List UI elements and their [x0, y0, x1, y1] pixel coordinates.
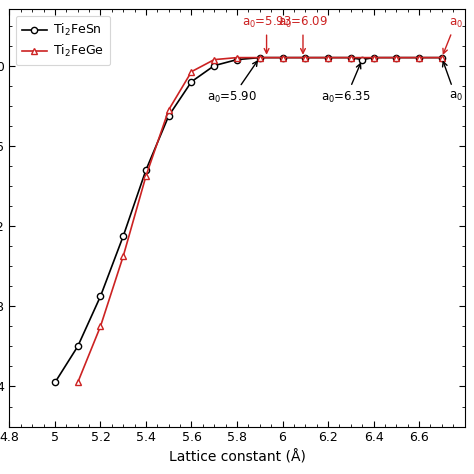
Ti$_2$FeGe [189, 69, 194, 74]
Ti$_2$FeGe [98, 323, 103, 329]
Ti$_2$FeSn [371, 55, 376, 61]
Ti$_2$FeGe [325, 55, 331, 61]
Ti$_2$FeGe [302, 55, 308, 61]
Ti$_2$FeGe [75, 380, 81, 385]
Ti$_2$FeSn [393, 55, 399, 61]
Ti$_2$FeGe [120, 253, 126, 259]
Text: a$_0$=5.90: a$_0$=5.90 [208, 61, 257, 105]
Ti$_2$FeGe [234, 55, 240, 61]
Ti$_2$FeSn [234, 57, 240, 63]
Ti$_2$FeGe [371, 55, 376, 61]
Ti$_2$FeSn [75, 344, 81, 349]
X-axis label: Lattice constant (Å): Lattice constant (Å) [169, 450, 305, 465]
Ti$_2$FeSn [348, 55, 354, 61]
Ti$_2$FeSn [189, 79, 194, 84]
Ti$_2$FeSn [302, 55, 308, 61]
Ti$_2$FeGe [416, 55, 422, 61]
Text: a$_0$=5.93: a$_0$=5.93 [242, 14, 292, 53]
Ti$_2$FeSn [280, 55, 285, 61]
Ti$_2$FeSn [325, 55, 331, 61]
Legend: Ti$_2$FeSn, Ti$_2$FeGe: Ti$_2$FeSn, Ti$_2$FeGe [16, 16, 110, 65]
Ti$_2$FeGe [166, 107, 172, 113]
Ti$_2$FeGe [143, 173, 149, 179]
Ti$_2$FeSn [98, 293, 103, 299]
Ti$_2$FeSn [211, 63, 217, 68]
Ti$_2$FeGe [257, 55, 263, 61]
Line: Ti$_2$FeSn: Ti$_2$FeSn [52, 55, 445, 386]
Ti$_2$FeSn [359, 57, 365, 63]
Ti$_2$FeSn [143, 167, 149, 173]
Ti$_2$FeGe [280, 55, 285, 61]
Text: a$_0$: a$_0$ [443, 17, 463, 54]
Ti$_2$FeSn [120, 233, 126, 239]
Ti$_2$FeSn [52, 380, 58, 385]
Ti$_2$FeSn [416, 55, 422, 61]
Ti$_2$FeSn [166, 113, 172, 118]
Line: Ti$_2$FeGe: Ti$_2$FeGe [74, 54, 445, 386]
Text: a$_0$=6.09: a$_0$=6.09 [278, 14, 328, 53]
Ti$_2$FeGe [348, 55, 354, 61]
Ti$_2$FeGe [211, 57, 217, 63]
Ti$_2$FeSn [257, 55, 263, 61]
Text: a$_0$=6.35: a$_0$=6.35 [321, 64, 371, 105]
Ti$_2$FeGe [393, 55, 399, 61]
Ti$_2$FeGe [439, 55, 445, 61]
Text: a$_0$: a$_0$ [443, 62, 463, 103]
Ti$_2$FeSn [439, 55, 445, 61]
